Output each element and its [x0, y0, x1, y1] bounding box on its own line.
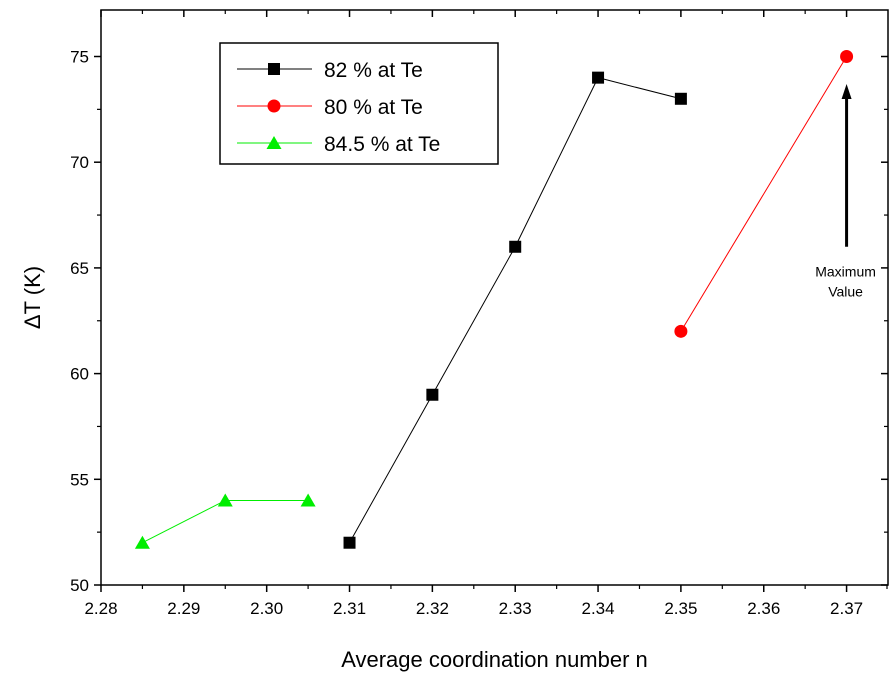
- x-tick-label: 2.28: [84, 599, 117, 618]
- data-point: [217, 493, 233, 507]
- legend-entry: 84.5 % at Te: [237, 133, 440, 156]
- legend-entry: 80 % at Te: [237, 96, 423, 119]
- data-point: [840, 50, 854, 64]
- x-tick-label: 2.32: [416, 599, 449, 618]
- legend-label: 84.5 % at Te: [324, 133, 440, 156]
- x-tick-label: 2.37: [830, 599, 863, 618]
- legend-entry: 82 % at Te: [237, 59, 423, 82]
- x-tick-label: 2.35: [664, 599, 697, 618]
- x-tick-label: 2.30: [250, 599, 283, 618]
- series-1: [674, 50, 854, 338]
- legend-marker: [268, 63, 280, 75]
- data-point: [426, 388, 439, 401]
- x-axis-title: Average coordination number n: [341, 647, 648, 672]
- plot-frame: [100, 9, 889, 586]
- legend-label: 82 % at Te: [324, 59, 423, 82]
- y-tick-label: 60: [70, 365, 89, 384]
- series-layer: [134, 50, 854, 549]
- x-tick-label: 2.31: [333, 599, 366, 618]
- y-tick-label: 55: [70, 470, 89, 489]
- legend-box: [219, 42, 499, 165]
- legend-marker: [266, 136, 282, 149]
- x-tick-label: 2.29: [167, 599, 200, 618]
- data-point: [674, 92, 687, 105]
- y-tick-label: 65: [70, 259, 89, 278]
- series-line: [680, 56, 848, 332]
- annotation-layer: Maximum Value: [815, 83, 876, 299]
- legend: 82 % at Te 80 % at Te 84.5 % at Te: [219, 42, 499, 165]
- data-point: [674, 324, 688, 338]
- series-0: [343, 71, 687, 549]
- data-point: [343, 536, 356, 549]
- series-2: [134, 493, 316, 549]
- y-tick-label: 75: [70, 48, 89, 67]
- annotation-text: Value: [828, 283, 863, 299]
- data-point: [300, 493, 316, 507]
- series-line: [142, 499, 309, 544]
- x-tick-label: 2.33: [499, 599, 532, 618]
- y-axis-title: ΔT (K): [20, 266, 45, 329]
- annotation-text: Maximum: [815, 263, 876, 279]
- data-point: [592, 71, 605, 84]
- y-tick-label: 50: [70, 576, 89, 595]
- data-point: [134, 535, 150, 549]
- x-tick-label: 2.36: [747, 599, 780, 618]
- legend-marker: [267, 99, 281, 113]
- data-point: [509, 240, 522, 253]
- legend-label: 80 % at Te: [324, 96, 423, 119]
- x-tick-label: 2.34: [582, 599, 615, 618]
- plot-area: 2.28 2.29 2.30 2.31 2.32 2.33 2.34 2.35 2.36 2.37…: [70, 9, 889, 618]
- y-tick-label: 70: [70, 153, 89, 172]
- annotation-arrow-head: [841, 83, 852, 99]
